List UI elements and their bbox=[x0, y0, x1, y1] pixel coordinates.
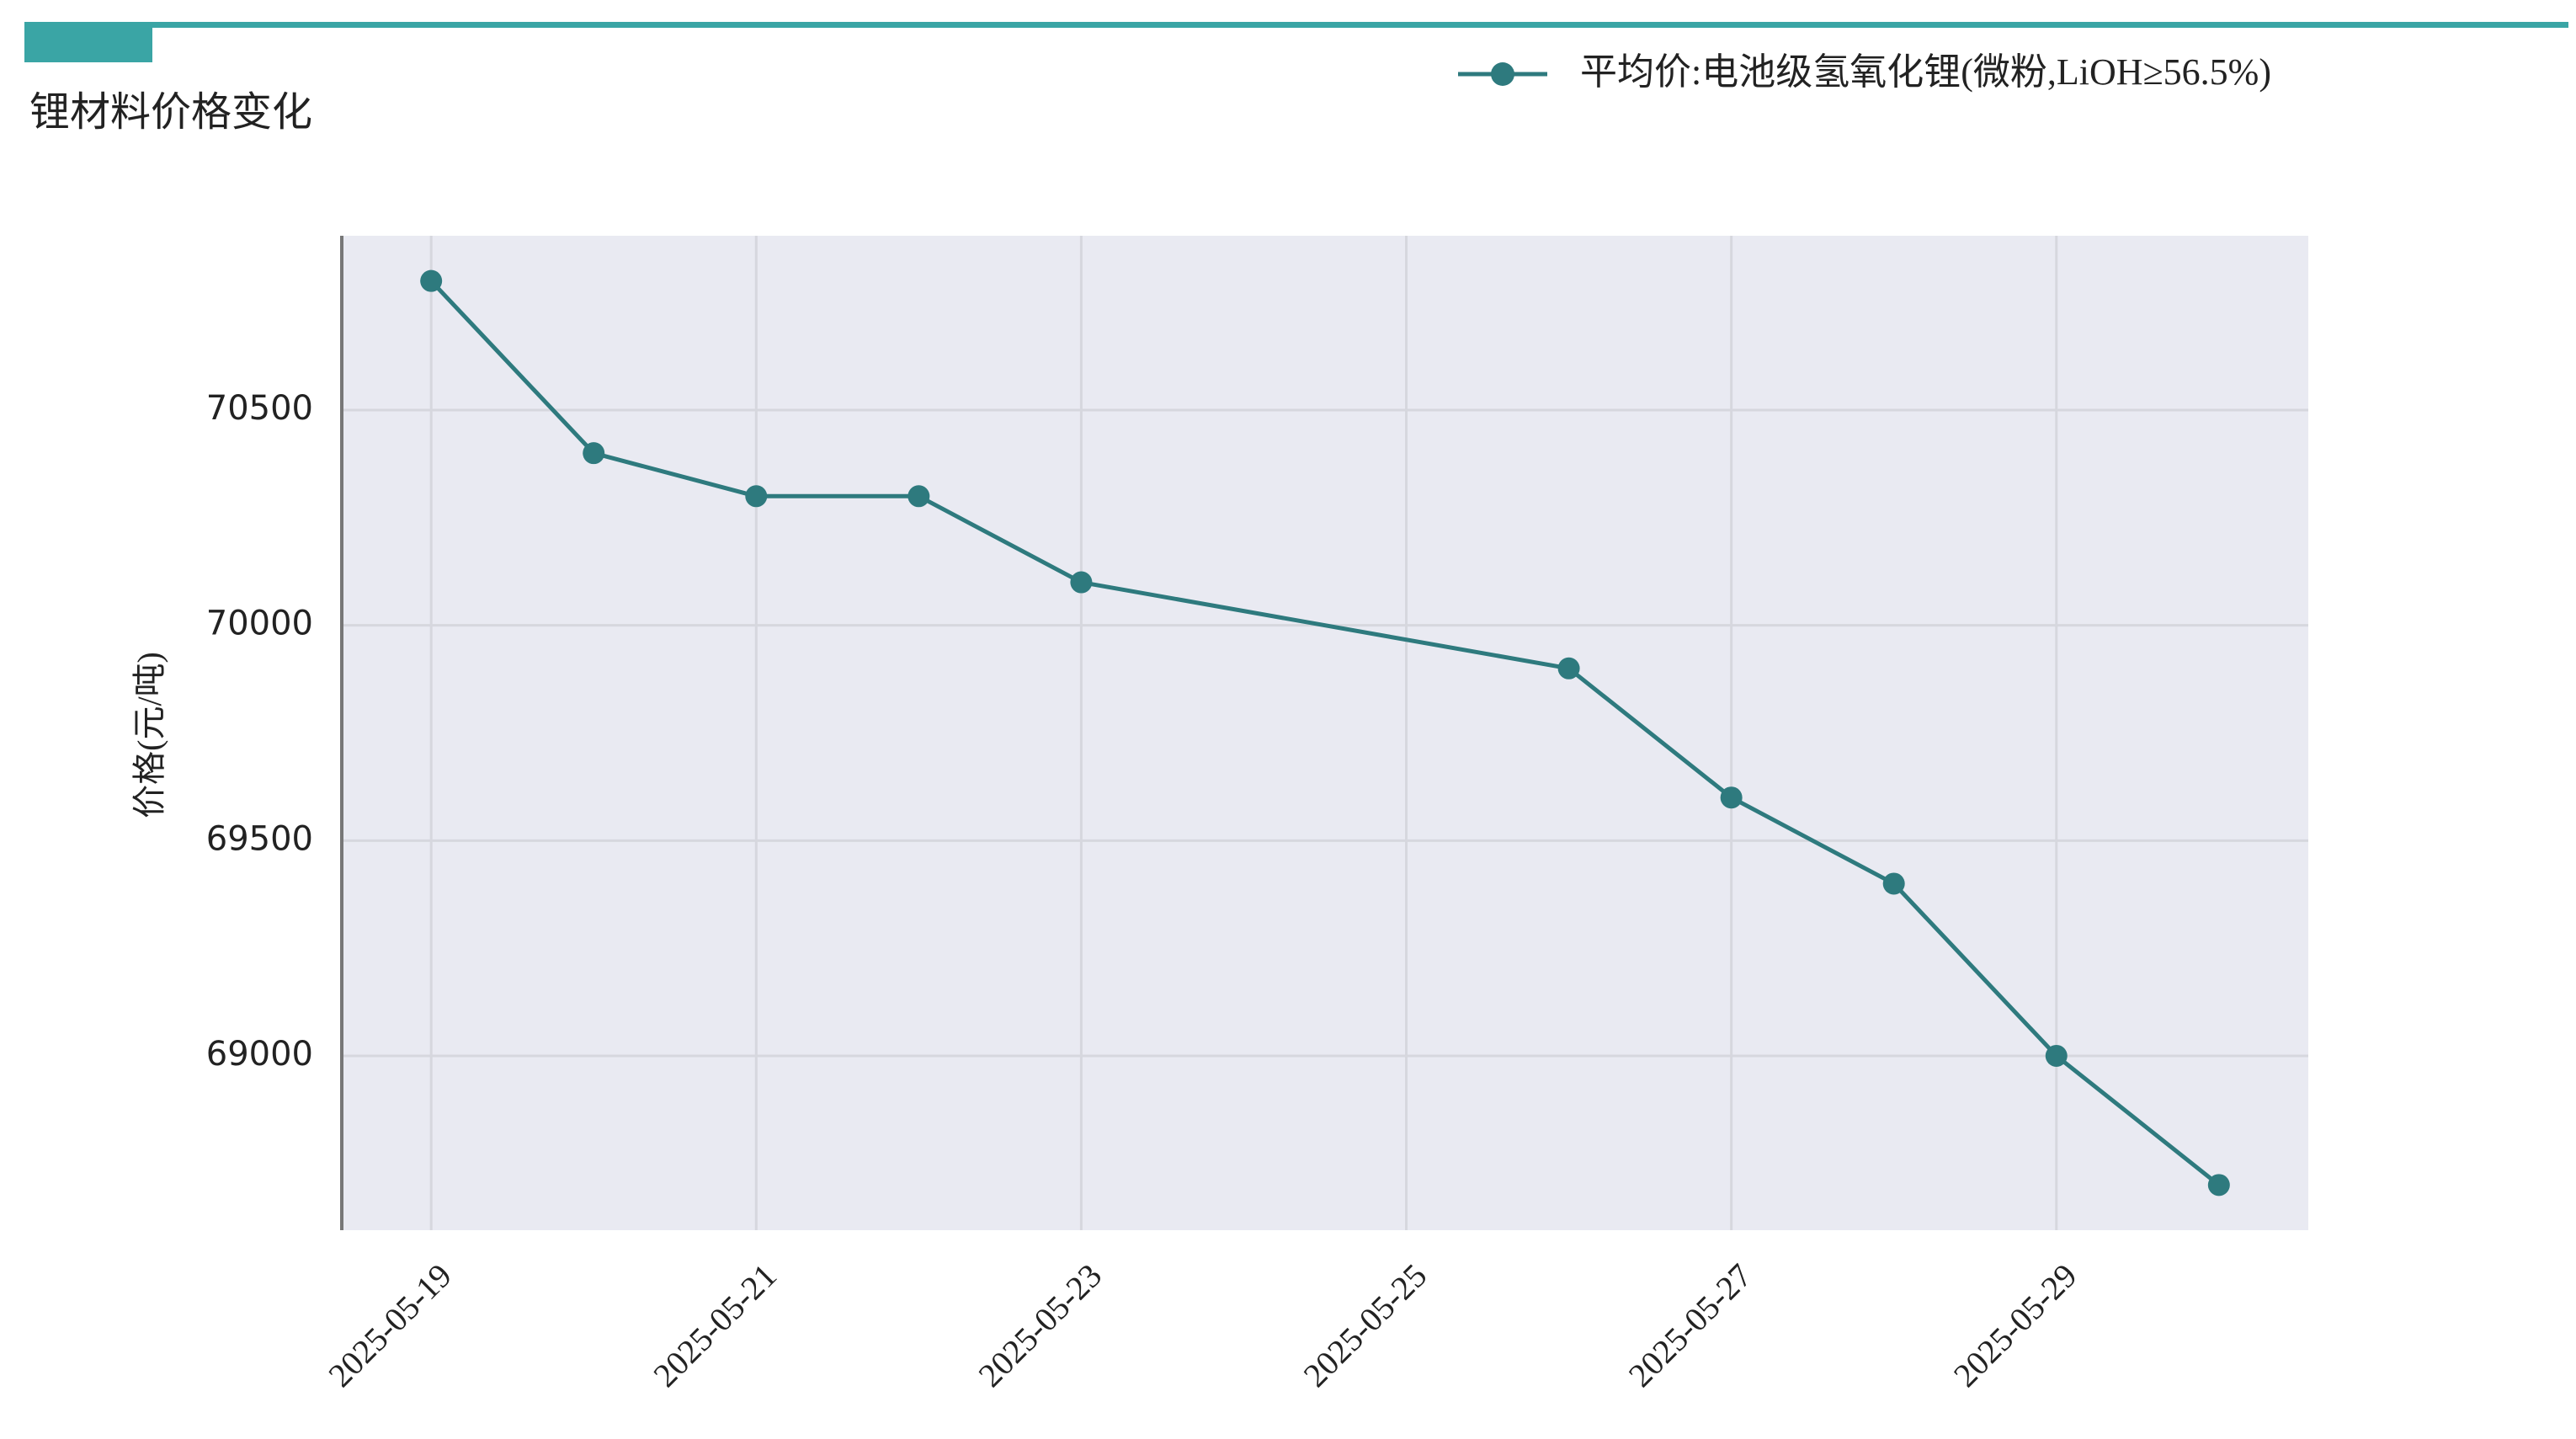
y-axis-label: 价格(元/吨) bbox=[130, 652, 168, 818]
data-point bbox=[1882, 872, 1905, 895]
data-point bbox=[2207, 1174, 2230, 1197]
series-line bbox=[429, 279, 2221, 1187]
chart-title: 锂材料价格变化 bbox=[29, 90, 312, 135]
data-point bbox=[1720, 786, 1743, 809]
header-tab bbox=[24, 22, 152, 62]
y-tick-label: 70000 bbox=[206, 605, 313, 643]
y-tick-label: 69500 bbox=[206, 819, 313, 858]
y-tick-label: 69000 bbox=[206, 1035, 313, 1074]
data-point bbox=[907, 485, 930, 508]
data-point bbox=[1070, 571, 1093, 594]
header-rule bbox=[24, 22, 2568, 28]
data-point bbox=[420, 269, 443, 292]
x-tick-label: 2025-05-25 bbox=[1296, 1256, 1434, 1394]
x-tick-label: 2025-05-23 bbox=[971, 1256, 1109, 1394]
data-point bbox=[745, 485, 768, 508]
legend-marker bbox=[1491, 62, 1514, 86]
legend-label: 平均价:电池级氢氧化锂(微粉,LiOH≥56.5%) bbox=[1580, 51, 2271, 93]
x-tick-label: 2025-05-21 bbox=[646, 1256, 784, 1394]
plot-area bbox=[342, 236, 2308, 1230]
x-tick-label: 2025-05-29 bbox=[1946, 1256, 2084, 1394]
x-tick-label: 2025-05-27 bbox=[1621, 1256, 1759, 1394]
data-point bbox=[2045, 1044, 2068, 1067]
data-point bbox=[1557, 657, 1580, 680]
y-tick-label: 70500 bbox=[206, 389, 313, 428]
data-point bbox=[583, 442, 605, 465]
x-tick-label: 2025-05-19 bbox=[321, 1256, 459, 1394]
